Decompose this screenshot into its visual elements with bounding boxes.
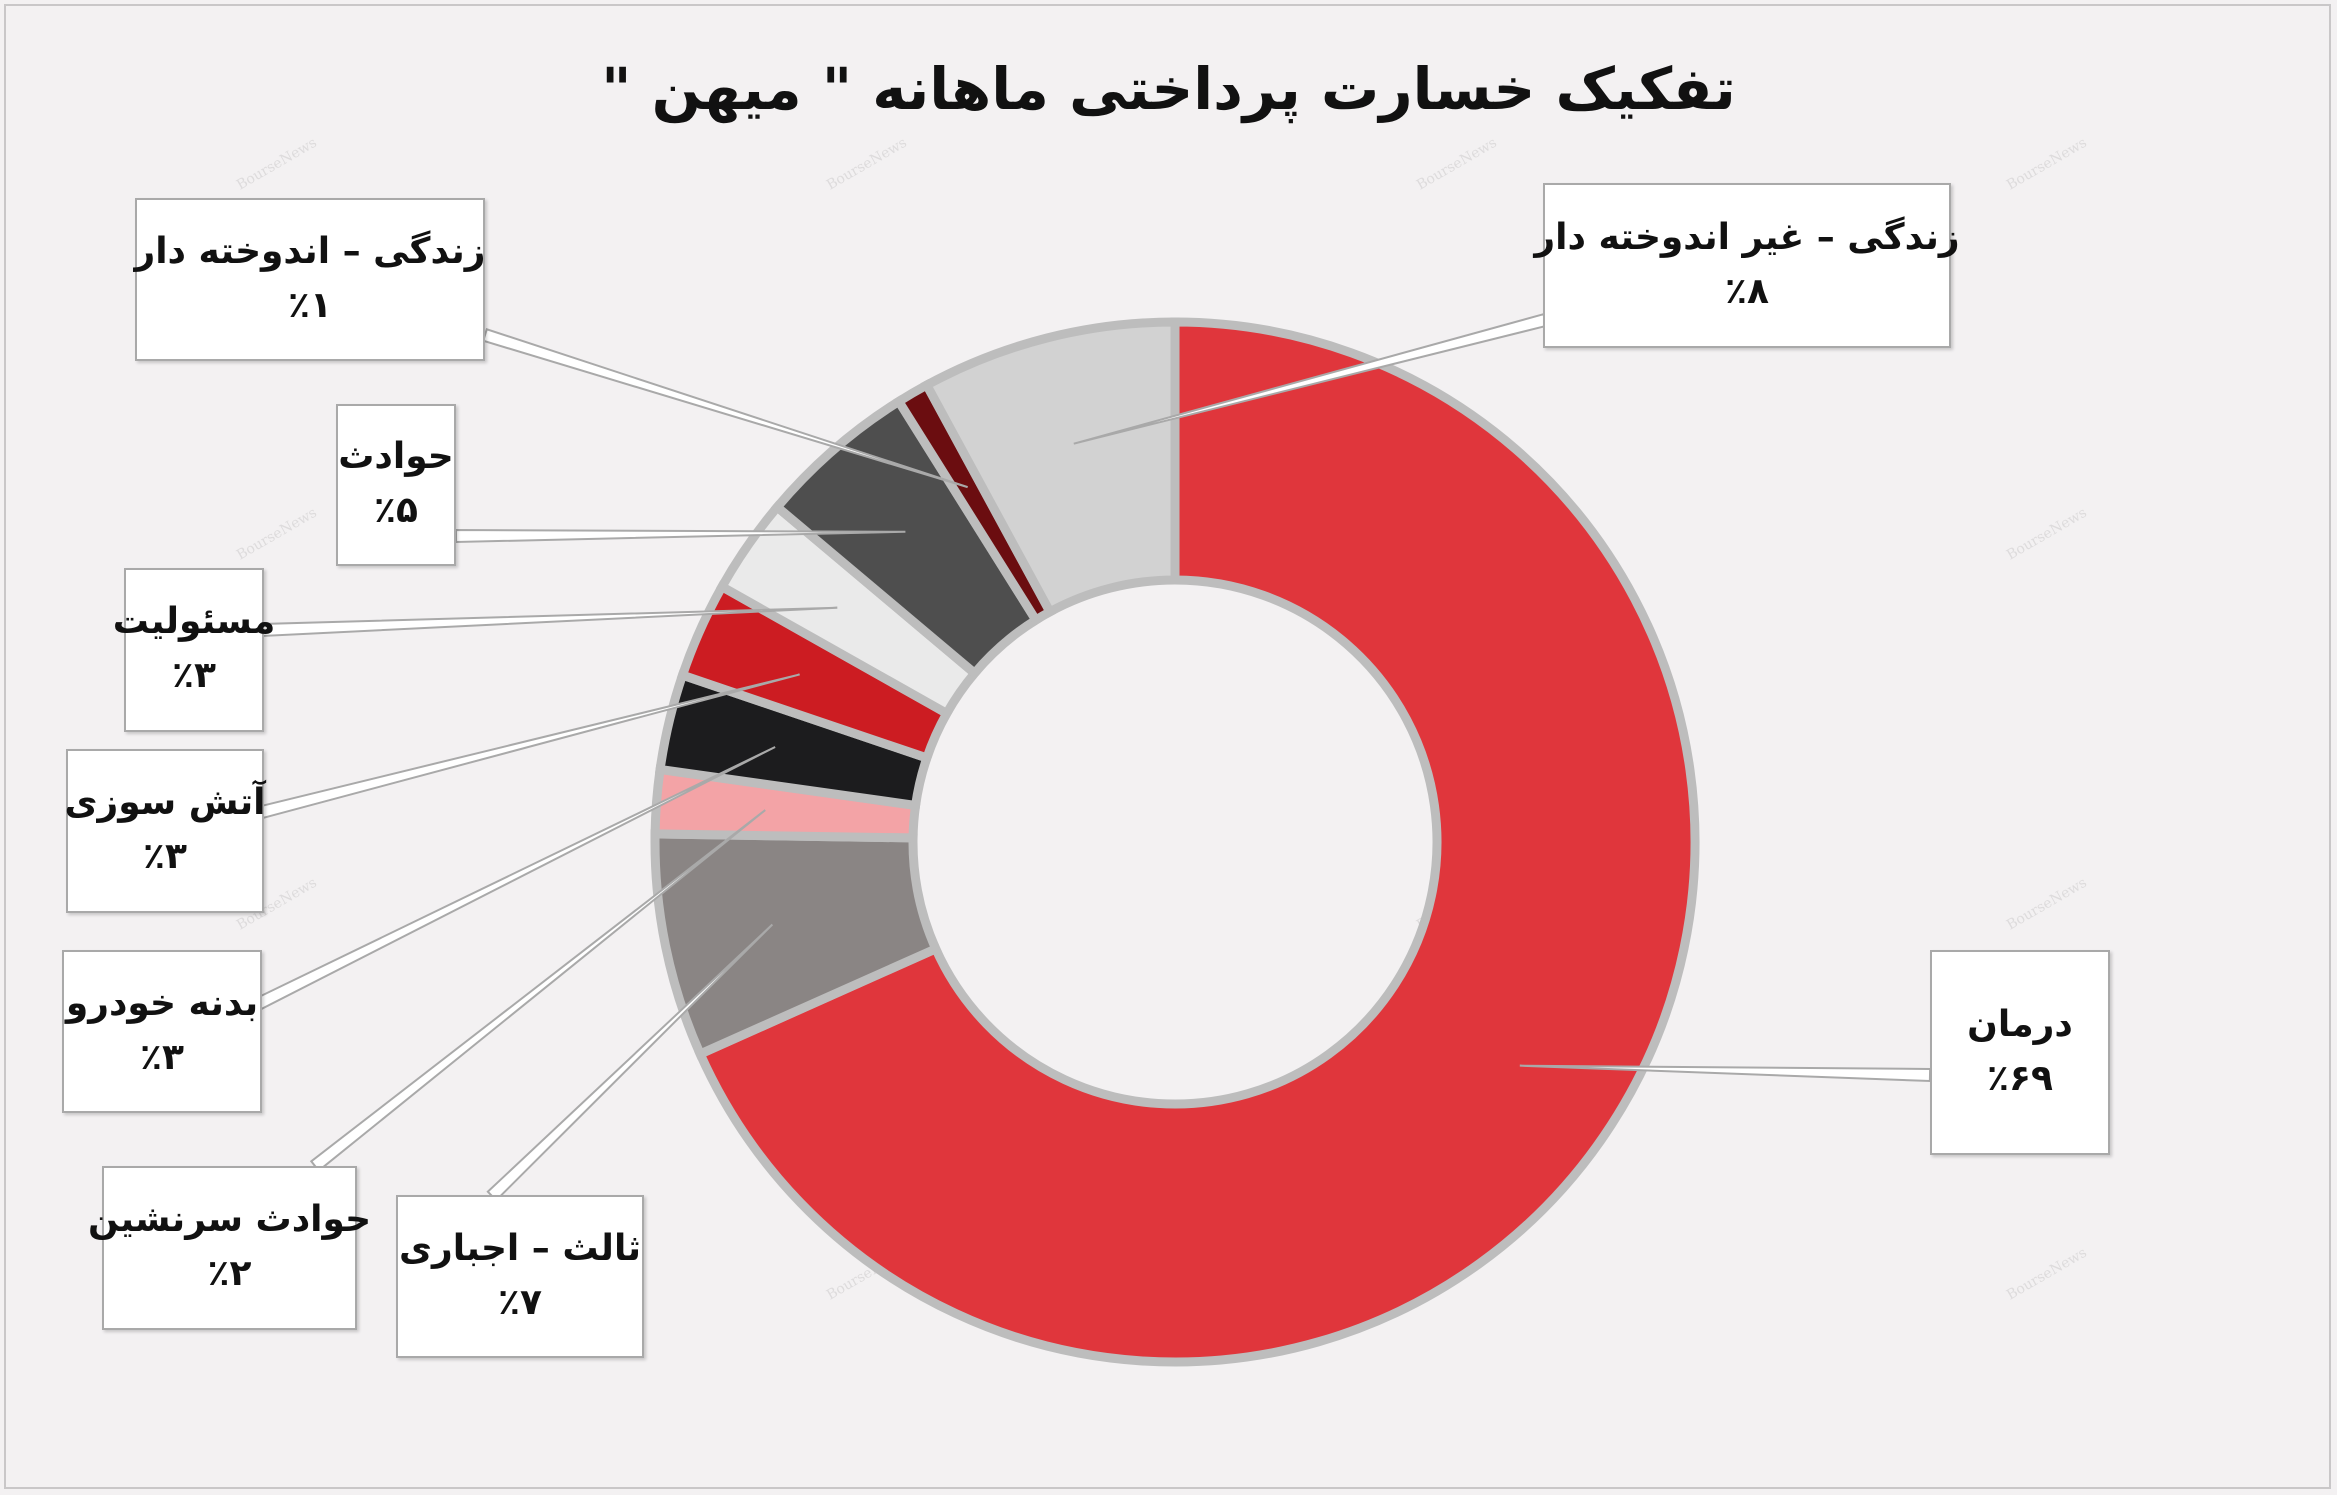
- watermark-text: BourseNews: [2004, 505, 2090, 564]
- callout-label: حوادث: [338, 436, 454, 477]
- callout-label: زندگی – اندوخته دار: [134, 230, 486, 272]
- donut-slice: [920, 317, 1180, 618]
- callout-atash-sozi: آتش سوزی ٪۳: [64, 749, 266, 913]
- callout-masouliat: مسئولیت ٪۳: [113, 568, 275, 732]
- watermark-text: BourseNews: [234, 505, 320, 564]
- leader-line: [481, 328, 968, 489]
- leader-lines: [251, 312, 1932, 1202]
- callout-value: ٪۳: [143, 836, 187, 877]
- callout-value: ٪۳: [140, 1036, 184, 1078]
- callout-value: ٪۲: [207, 1253, 252, 1294]
- chart-title: تفکیک خسارت پرداختی ماهانه " میهن ": [601, 55, 1736, 123]
- callout-value: ٪۶۹: [1987, 1057, 2053, 1099]
- donut-slice: [694, 317, 1700, 1367]
- callout-sales-ejbari: ثالث – اجباری ٪۷: [396, 1195, 644, 1358]
- callout-value: ٪۳: [172, 655, 216, 696]
- callout-label: درمان: [1967, 1003, 2073, 1045]
- callout-value: ٪۷: [498, 1281, 542, 1323]
- callout-havades: حوادث ٪۵: [336, 404, 456, 566]
- callout-label: حوادث سرنشین: [87, 1199, 372, 1240]
- watermark-text: BourseNews: [2004, 1245, 2090, 1304]
- callout-darman: درمان ٪۶۹: [1930, 950, 2110, 1155]
- callout-zendegi-andukhte: زندگی – اندوخته دار ٪۱: [134, 198, 486, 361]
- callout-label: آتش سوزی: [64, 782, 266, 823]
- callout-value: ٪۱: [288, 284, 332, 326]
- watermark-text: BourseNews: [2004, 875, 2090, 934]
- callout-label: زندگی – غیر اندوخته دار: [1534, 216, 1960, 258]
- watermark-text: BourseNews: [234, 135, 320, 194]
- callout-havades-sarneshin: حوادث سرنشین ٪۲: [88, 1166, 371, 1330]
- callout-zendegi-gheir-andukhte: زندگی – غیر اندوخته دار ٪۸: [1534, 183, 1960, 348]
- callout-value: ٪۸: [1725, 270, 1769, 312]
- watermark-text: BourseNews: [2004, 135, 2090, 194]
- watermark-text: BourseNews: [824, 135, 910, 194]
- callout-label: ثالث – اجباری: [399, 1227, 641, 1269]
- watermark-text: BourseNews: [1414, 135, 1500, 194]
- callout-value: ٪۵: [374, 490, 418, 531]
- donut-slices: [650, 317, 1700, 1367]
- callout-label: بدنه خودرو: [65, 982, 259, 1024]
- callout-label: مسئولیت: [112, 601, 276, 642]
- leader-line: [454, 528, 906, 544]
- chart-frame: [4, 4, 2331, 1489]
- callout-badaneh-khodro: بدنه خودرو ٪۳: [62, 950, 262, 1113]
